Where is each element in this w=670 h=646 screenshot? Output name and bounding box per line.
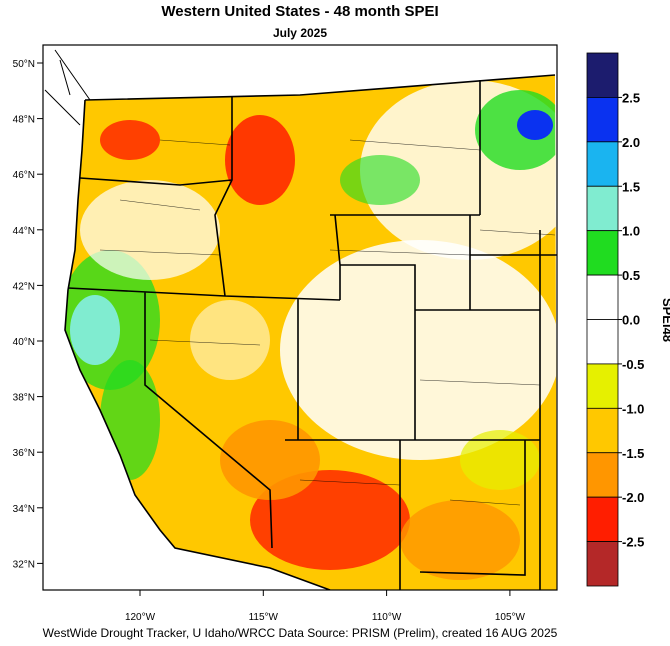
footer: WestWide Drought Tracker, U Idaho/WRCC D… — [43, 626, 558, 640]
county-lines — [99, 139, 556, 506]
state-borders — [67, 80, 557, 590]
field-patch — [225, 115, 295, 205]
colorbar-swatch — [586, 97, 619, 143]
colorbar-swatch — [586, 52, 619, 98]
lat-label: 32°N — [13, 559, 35, 570]
lat-label: 48°N — [13, 115, 35, 126]
colorbar-tick-label: 1.0 — [622, 224, 640, 239]
lat-label: 40°N — [13, 337, 35, 348]
field-patch — [400, 500, 520, 580]
coastline — [64, 99, 331, 590]
boundaries — [44, 49, 557, 590]
border — [84, 74, 556, 101]
colorbar-swatch — [586, 363, 619, 409]
colorbar-tick-label: 2.0 — [622, 135, 640, 150]
lon-label: 105°W — [495, 612, 526, 623]
title: Western United States - 48 month SPEI — [161, 3, 438, 20]
colorbar-label: SPEI48 — [660, 298, 670, 342]
colorbar-tick-label: 0.0 — [622, 313, 640, 328]
lat-label: 38°N — [13, 393, 35, 404]
lat-label: 50°N — [13, 59, 35, 70]
field-patch — [460, 430, 540, 490]
colorbar-tick-label: 2.5 — [622, 90, 640, 105]
lat-label: 46°N — [13, 170, 35, 181]
colorbar-swatch — [586, 496, 619, 542]
colorbar-tick-label: -1.5 — [622, 446, 644, 461]
colorbar-tick-label: 0.5 — [622, 268, 640, 283]
lat-label: 44°N — [13, 226, 35, 237]
colorbar-swatch — [586, 407, 619, 454]
colorbar-swatch — [586, 141, 619, 187]
canada-coast — [44, 49, 91, 126]
lon-label: 115°W — [249, 612, 279, 623]
subtitle: July 2025 — [273, 26, 327, 40]
field-patch — [280, 240, 557, 460]
field-patch — [340, 155, 420, 205]
colorbar-swatch — [586, 541, 619, 587]
lon-label: 120°W — [125, 612, 156, 623]
colorbar-swatch — [586, 274, 619, 320]
colorbar-swatch — [586, 230, 619, 276]
spei-field — [65, 75, 557, 590]
lon-label: 110°W — [372, 612, 402, 623]
colorbar-swatch — [586, 452, 619, 498]
colorbar-swatch — [586, 319, 619, 365]
lat-label: 42°N — [13, 281, 35, 292]
lat-label: 34°N — [13, 504, 35, 515]
colorbar-tick-label: -2.5 — [622, 535, 644, 550]
colorbar-tick-label: -2.0 — [622, 490, 644, 505]
colorbar-swatch — [586, 185, 619, 232]
field-patch — [100, 360, 160, 480]
colorbar-tick-label: -1.0 — [622, 401, 644, 416]
field-patch — [70, 295, 120, 365]
field-patch — [100, 120, 160, 160]
field-patch — [190, 300, 270, 380]
colorbar-tick-label: -0.5 — [622, 357, 644, 372]
field-patch — [517, 110, 553, 140]
lat-label: 36°N — [13, 448, 35, 459]
map-frame — [42, 44, 558, 591]
colorbar-tick-label: 1.5 — [622, 179, 640, 194]
field-patch — [80, 180, 220, 280]
